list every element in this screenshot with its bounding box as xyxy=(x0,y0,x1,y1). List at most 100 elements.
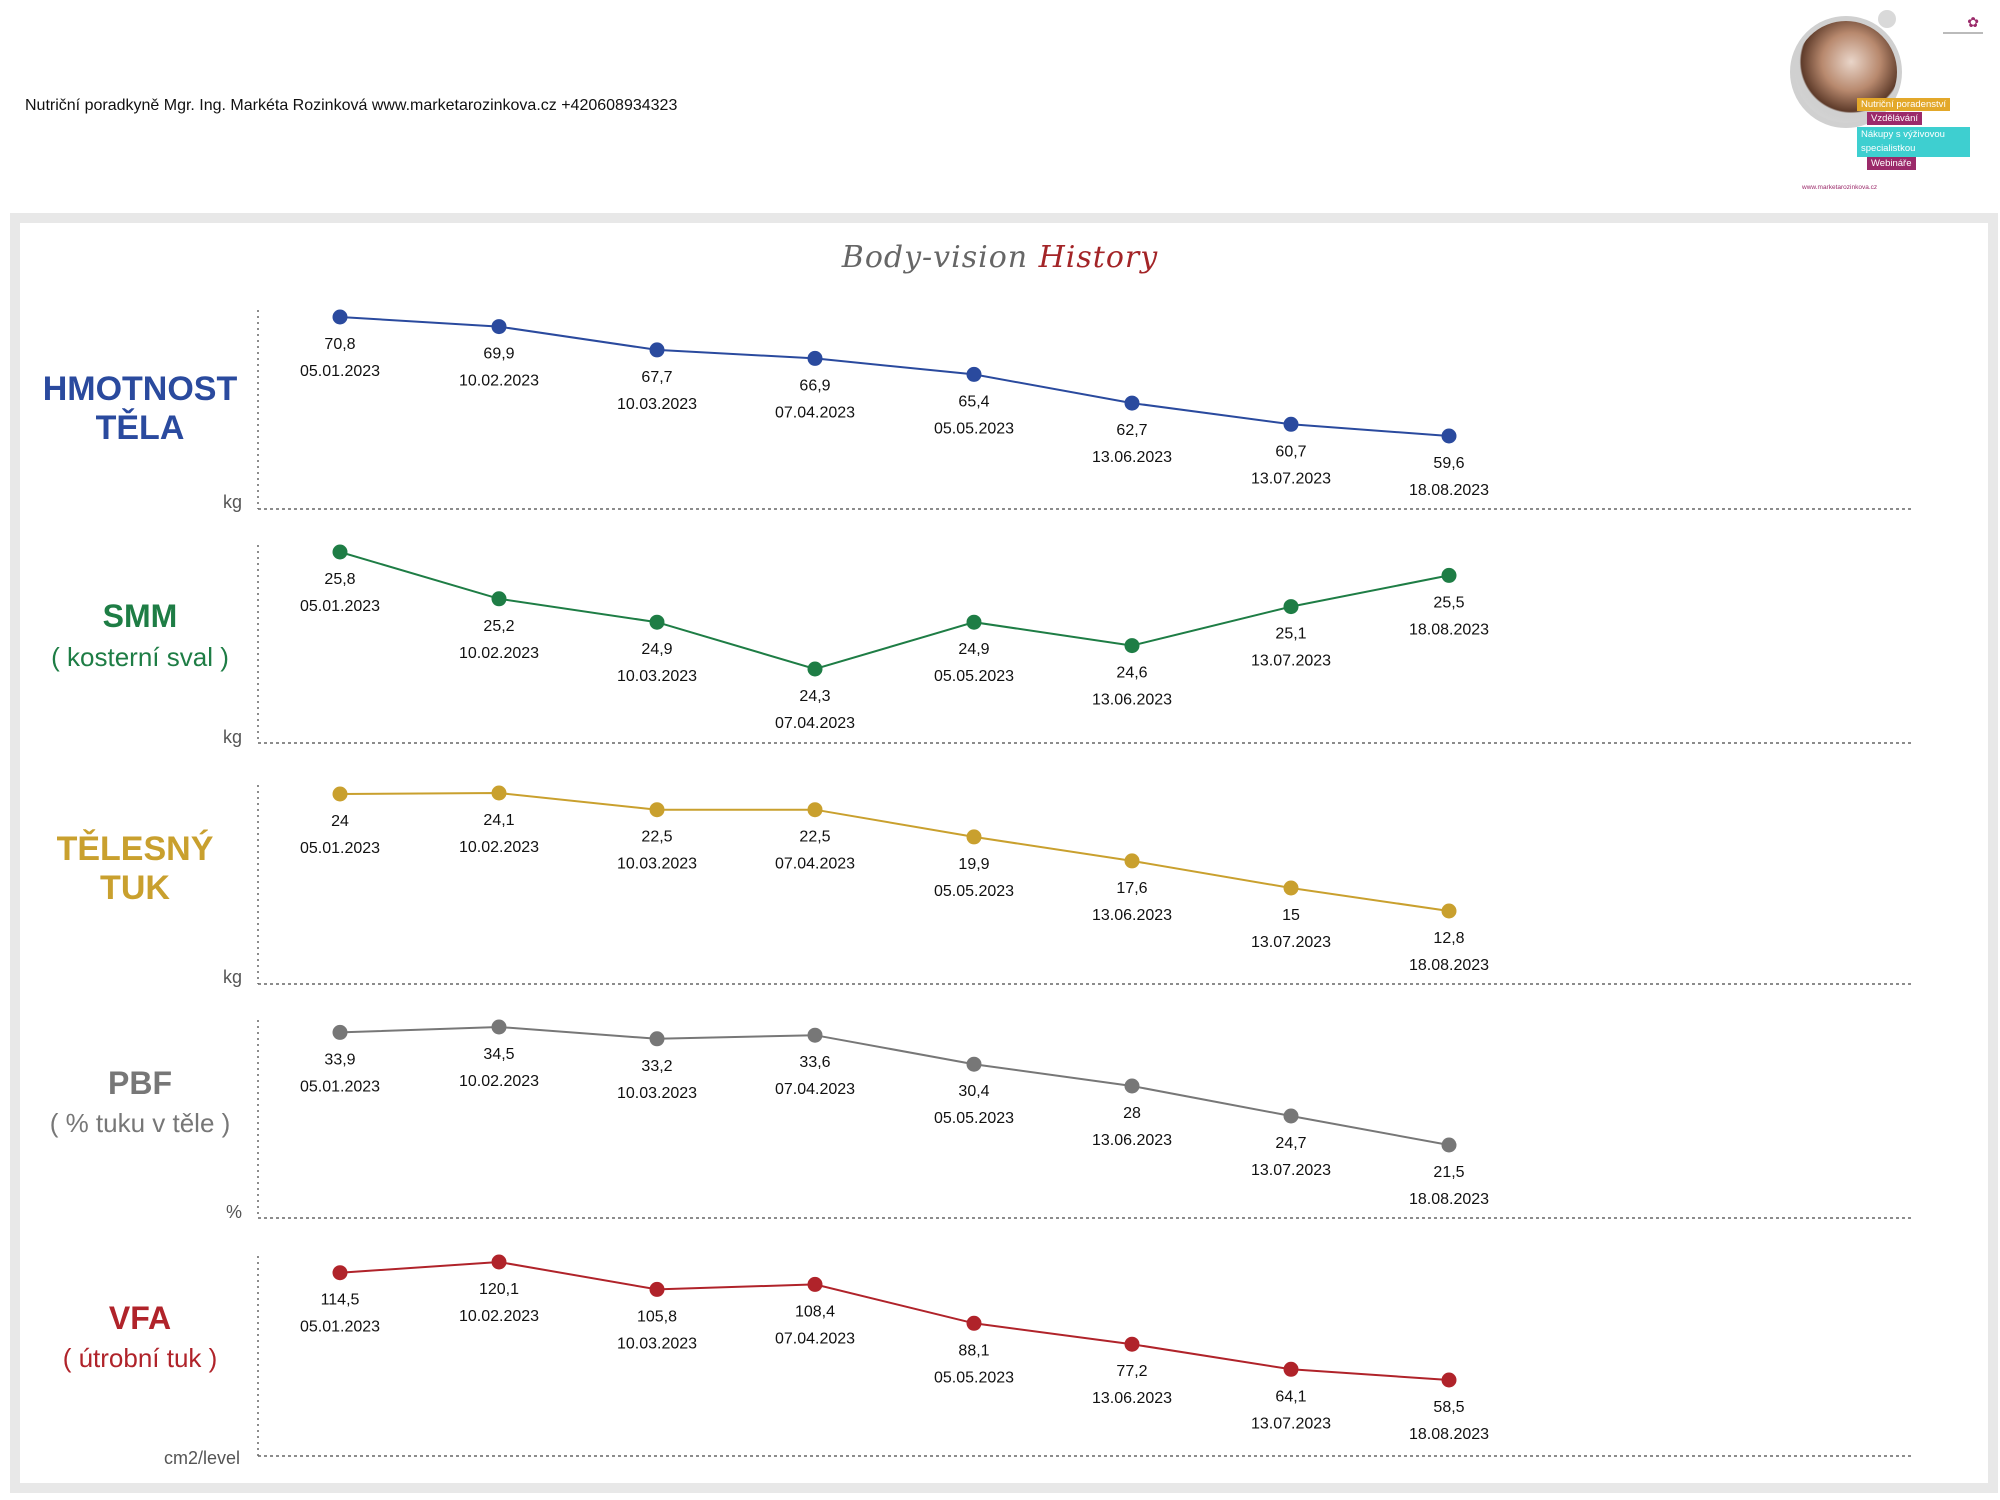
smm-point xyxy=(332,544,348,560)
smm-series-line xyxy=(339,551,1450,671)
panel-label-vfa: VFA xyxy=(108,1300,172,1336)
weight-value-label: 60,7 xyxy=(1275,443,1306,460)
vfa-point xyxy=(1283,1361,1299,1377)
fat-date-label: 05.05.2023 xyxy=(934,883,1014,900)
smm-value-label: 24,6 xyxy=(1116,665,1147,682)
panel-label-pbf: PBF xyxy=(108,1065,172,1101)
smm-date-label: 13.07.2023 xyxy=(1251,653,1331,670)
fat-point xyxy=(807,802,823,818)
pbf-value-label: 33,6 xyxy=(799,1054,830,1071)
fat-value-label: 17,6 xyxy=(1116,880,1147,897)
logo-url: www.marketarozinkova.cz xyxy=(1802,184,1878,191)
fat-date-label: 10.02.2023 xyxy=(459,839,539,856)
logo-dot-icon xyxy=(1878,10,1896,28)
weight-value-label: 62,7 xyxy=(1116,422,1147,439)
panel-label-smm: SMM xyxy=(102,598,178,634)
smm-value-label: 24,3 xyxy=(799,688,830,705)
weight-point xyxy=(807,350,823,366)
pbf-date-label: 18.08.2023 xyxy=(1409,1191,1489,1208)
vfa-date-label: 13.07.2023 xyxy=(1251,1415,1331,1432)
vfa-date-label: 13.06.2023 xyxy=(1092,1390,1172,1407)
logo-tag-webinars: Webináře xyxy=(1867,157,1916,170)
pbf-point xyxy=(807,1027,823,1043)
vfa-point xyxy=(332,1265,348,1281)
chart-title: Body-vision History xyxy=(0,240,2000,275)
vfa-point xyxy=(491,1254,507,1270)
smm-date-label: 07.04.2023 xyxy=(775,715,855,732)
weight-value-label: 65,4 xyxy=(958,393,989,410)
pbf-point xyxy=(332,1024,348,1040)
weight-date-label: 07.04.2023 xyxy=(775,404,855,421)
fat-value-label: 22,5 xyxy=(641,829,672,846)
logo-tag-education: Vzdělávání xyxy=(1867,112,1923,125)
vfa-series-line xyxy=(339,1260,1450,1381)
logo-tag-counseling: Nutriční poradenství xyxy=(1857,98,1951,111)
smm-value-label: 24,9 xyxy=(958,641,989,658)
weight-value-label: 69,9 xyxy=(483,346,514,363)
fat-date-label: 13.06.2023 xyxy=(1092,907,1172,924)
pbf-value-label: 33,9 xyxy=(324,1051,355,1068)
smm-value-label: 25,1 xyxy=(1275,626,1306,643)
smm-date-label: 05.01.2023 xyxy=(300,598,380,615)
weight-point xyxy=(332,309,348,325)
chart-title-part2: History xyxy=(1038,240,1159,275)
smm-value-label: 25,5 xyxy=(1433,594,1464,611)
brand-logo: ✿ Nutriční poradenství Vzdělávání Nákupy… xyxy=(1790,10,1985,195)
vfa-value-label: 88,1 xyxy=(958,1342,989,1359)
smm-date-label: 05.05.2023 xyxy=(934,668,1014,685)
smm-point xyxy=(649,614,665,630)
pbf-point xyxy=(491,1019,507,1035)
chart-title-part1: Body-vision xyxy=(841,240,1029,275)
fat-date-label: 05.01.2023 xyxy=(300,840,380,857)
vfa-point xyxy=(1441,1372,1457,1388)
pbf-date-label: 05.01.2023 xyxy=(300,1078,380,1095)
fat-point xyxy=(332,786,348,802)
weight-date-label: 13.07.2023 xyxy=(1251,470,1331,487)
fat-value-label: 19,9 xyxy=(958,856,989,873)
weight-point xyxy=(491,319,507,335)
weight-date-label: 10.02.2023 xyxy=(459,373,539,390)
pbf-date-label: 13.06.2023 xyxy=(1092,1132,1172,1149)
weight-point xyxy=(1124,395,1140,411)
panel-sub-vfa: ( útrobní tuk ) xyxy=(62,1343,218,1373)
fat-value-label: 22,5 xyxy=(799,829,830,846)
vfa-value-label: 77,2 xyxy=(1116,1363,1147,1380)
pbf-date-label: 10.02.2023 xyxy=(459,1073,539,1090)
smm-value-label: 25,2 xyxy=(483,618,514,635)
weight-point xyxy=(1283,416,1299,432)
weight-value-label: 67,7 xyxy=(641,369,672,386)
brand-mark-underline xyxy=(1943,32,1983,34)
weight-point xyxy=(966,366,982,382)
pbf-value-label: 34,5 xyxy=(483,1046,514,1063)
pbf-value-label: 24,7 xyxy=(1275,1135,1306,1152)
fat-series-line xyxy=(339,791,1450,912)
vfa-point xyxy=(649,1281,665,1297)
vfa-value-label: 120,1 xyxy=(479,1281,519,1298)
smm-date-label: 13.06.2023 xyxy=(1092,692,1172,709)
pbf-value-label: 33,2 xyxy=(641,1058,672,1075)
vfa-date-label: 18.08.2023 xyxy=(1409,1426,1489,1443)
fat-date-label: 07.04.2023 xyxy=(775,856,855,873)
vfa-point xyxy=(966,1315,982,1331)
smm-value-label: 25,8 xyxy=(324,571,355,588)
pbf-date-label: 07.04.2023 xyxy=(775,1081,855,1098)
smm-date-label: 10.02.2023 xyxy=(459,645,539,662)
pbf-date-label: 05.05.2023 xyxy=(934,1110,1014,1127)
weight-date-label: 05.05.2023 xyxy=(934,420,1014,437)
pbf-point xyxy=(1441,1137,1457,1153)
panel-label-fat: TĚLESNÝ TUK xyxy=(56,830,214,908)
weight-date-label: 10.03.2023 xyxy=(617,396,697,413)
unit-label-vfa: cm2/level xyxy=(163,1448,240,1468)
fat-point xyxy=(966,829,982,845)
fat-value-label: 12,8 xyxy=(1433,930,1464,947)
pbf-point xyxy=(1283,1108,1299,1124)
header-contact-text: Nutriční poradkyně Mgr. Ing. Markéta Roz… xyxy=(25,97,678,114)
unit-label-weight: kg xyxy=(222,492,242,512)
weight-value-label: 59,6 xyxy=(1433,455,1464,472)
weight-date-label: 13.06.2023 xyxy=(1092,449,1172,466)
fat-date-label: 10.03.2023 xyxy=(617,856,697,873)
smm-point xyxy=(1283,599,1299,615)
pbf-point xyxy=(649,1031,665,1047)
pbf-value-label: 28 xyxy=(1123,1105,1141,1122)
